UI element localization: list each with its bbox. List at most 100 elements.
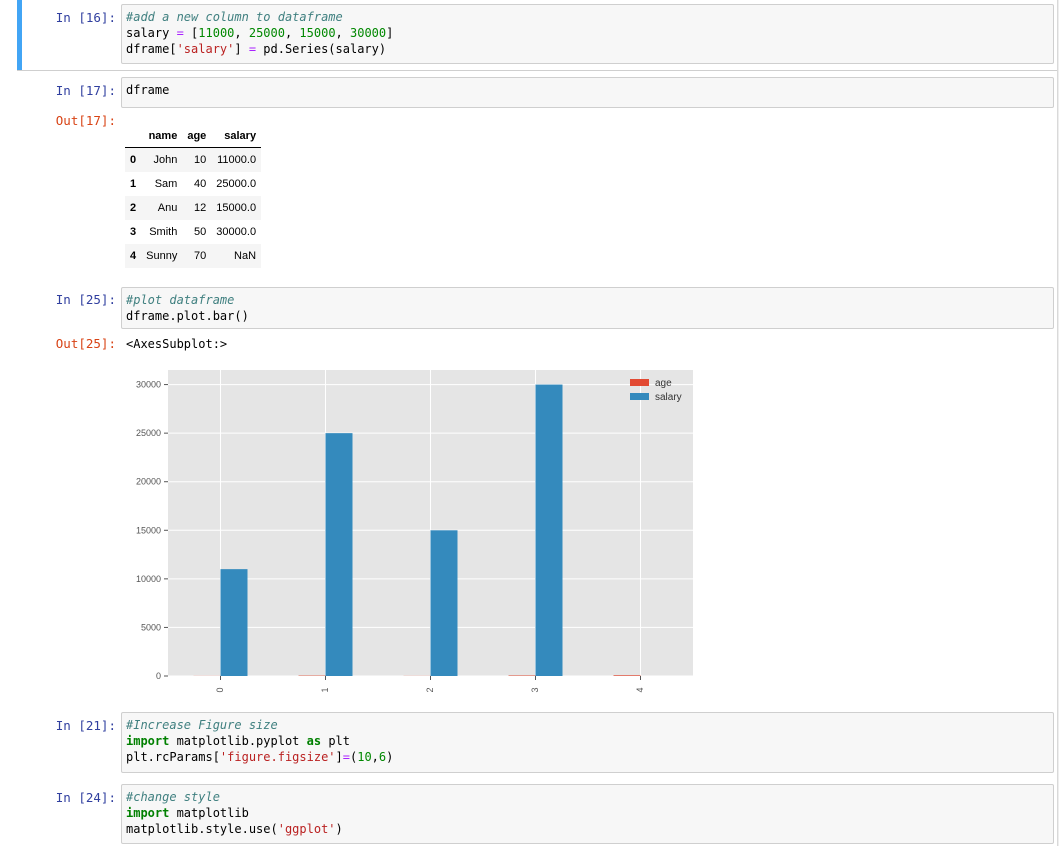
- bar-age: [613, 675, 641, 676]
- cell-divider: [17, 70, 1057, 71]
- table-cell: 25000.0: [216, 178, 257, 190]
- legend-swatch-salary: [630, 393, 649, 400]
- y-tick-label: 20000: [136, 477, 161, 487]
- bar-salary: [535, 384, 563, 676]
- input-prompt: In [25]:: [55, 292, 116, 307]
- input-prompt: In [24]:: [55, 790, 116, 805]
- code-line: dframe['salary'] = pd.Series(salary): [126, 41, 1049, 57]
- code-token: import: [126, 734, 170, 748]
- bar-salary: [430, 530, 458, 676]
- y-tick-label: 25000: [136, 428, 161, 438]
- input-prompt: In [16]:: [55, 10, 116, 25]
- code-token: ]: [234, 42, 249, 56]
- table-cell: Smith: [149, 226, 178, 238]
- code-token: [: [183, 26, 199, 40]
- legend-swatch-age: [630, 379, 649, 386]
- table-row: 2 Anu 12 15000.0: [125, 196, 262, 220]
- code-token: #add a new column to dataframe: [126, 10, 343, 24]
- code-token: matplotlib.style.use(: [126, 822, 278, 836]
- code-token: import: [126, 806, 170, 820]
- table-cell: 10: [194, 154, 207, 166]
- row-index: 3: [130, 226, 137, 238]
- code-token: ,: [284, 26, 300, 40]
- code-token: plt.rcParams[: [126, 750, 220, 764]
- table-row: 1 Sam 40 25000.0: [125, 172, 261, 196]
- table-header: name: [141, 125, 183, 148]
- table-cell: NaN: [234, 250, 257, 262]
- code-token: dframe.plot.bar(): [126, 309, 249, 323]
- code-line: #change style: [126, 789, 1049, 805]
- x-tick-label: 3: [530, 687, 540, 692]
- code-token: 11000: [198, 26, 235, 40]
- code-token: 'salary': [176, 42, 235, 56]
- table-cell: 50: [194, 226, 207, 238]
- table-header: [125, 125, 142, 148]
- code-line: #add a new column to dataframe: [126, 9, 1049, 25]
- output-prompt: Out[17]:: [55, 113, 116, 128]
- code-token: 'ggplot': [277, 822, 336, 836]
- table-cell: 15000.0: [216, 202, 257, 214]
- code-line: import matplotlib.pyplot as plt: [126, 733, 1049, 749]
- code-token: #change style: [126, 790, 220, 804]
- table-cell: 70: [194, 250, 207, 262]
- table-row: 4 Sunny 70 NaN: [125, 244, 262, 268]
- row-index: 4: [130, 250, 137, 262]
- code-input-cell[interactable]: #plot dataframe dframe.plot.bar(): [121, 287, 1054, 329]
- code-token: salary: [126, 26, 177, 40]
- x-tick-label: 2: [425, 687, 435, 692]
- code-token: #Increase Figure size: [126, 718, 278, 732]
- code-token: 25000: [248, 26, 285, 40]
- output-prompt: Out[25]:: [55, 336, 116, 351]
- table-header-row: name age salary: [125, 125, 262, 148]
- code-input-cell[interactable]: #add a new column to dataframe salary = […: [121, 4, 1054, 64]
- y-tick-label: 10000: [136, 574, 161, 584]
- x-tick-label: 1: [320, 687, 330, 692]
- table-cell: Anu: [157, 202, 178, 214]
- code-input-cell[interactable]: #change style import matplotlib matplotlib…: [121, 784, 1054, 844]
- code-token: ): [386, 750, 394, 764]
- table-row: 0 John 10 11000.0: [125, 147, 262, 172]
- y-tick-label: 15000: [136, 525, 161, 535]
- table-cell: 30000.0: [216, 226, 257, 238]
- code-token: =: [342, 750, 350, 764]
- table-cell: 11000.0: [217, 154, 257, 166]
- table-cell: 40: [194, 178, 207, 190]
- code-token: ]: [335, 750, 343, 764]
- code-line: #plot dataframe: [126, 292, 1049, 308]
- code-token: =: [176, 26, 184, 40]
- input-prompt: In [21]:: [55, 718, 116, 733]
- table-cell: Sunny: [146, 250, 178, 262]
- code-line: plt.rcParams['figure.figsize']=(10,6): [126, 749, 1049, 765]
- code-token: matplotlib: [169, 806, 249, 820]
- code-token: 6: [378, 750, 387, 764]
- code-token: ]: [386, 26, 394, 40]
- bar-salary: [325, 433, 353, 676]
- y-tick-label: 0: [156, 671, 161, 681]
- input-prompt: In [17]:: [55, 83, 116, 98]
- dataframe-table: name age salary 0 John 10 11000.0 1 Sam …: [125, 125, 262, 268]
- code-token: 15000: [299, 26, 336, 40]
- code-token: #plot dataframe: [126, 293, 235, 307]
- code-token: dframe[: [126, 42, 177, 56]
- bar-chart: 0 5000 10000 15000 20000 25000 30000 0 1 2 3 4 age sa…: [136, 370, 693, 693]
- code-token: matplotlib.pyplot: [169, 734, 307, 748]
- code-input-cell[interactable]: dframe: [121, 77, 1054, 108]
- bar-salary: [220, 569, 248, 676]
- table-cell: Sam: [154, 178, 178, 190]
- code-input-cell[interactable]: #Increase Figure size import matplotlib.p…: [121, 712, 1054, 773]
- table-header: age: [182, 125, 212, 148]
- code-token: plt: [321, 734, 350, 748]
- code-token: as: [306, 734, 322, 748]
- legend-label: salary: [655, 392, 682, 403]
- code-line: matplotlib.style.use('ggplot'): [126, 821, 1049, 837]
- output-text: <AxesSubplot:>: [126, 337, 228, 351]
- legend-label: age: [655, 378, 672, 389]
- code-token: ): [335, 822, 343, 836]
- code-line: dframe.plot.bar(): [126, 308, 1049, 324]
- x-tick-label: 0: [215, 687, 225, 692]
- code-token: (: [349, 750, 358, 764]
- table-row: 3 Smith 50 30000.0: [125, 220, 261, 244]
- table-cell: John: [153, 154, 178, 166]
- row-index: 1: [130, 178, 137, 190]
